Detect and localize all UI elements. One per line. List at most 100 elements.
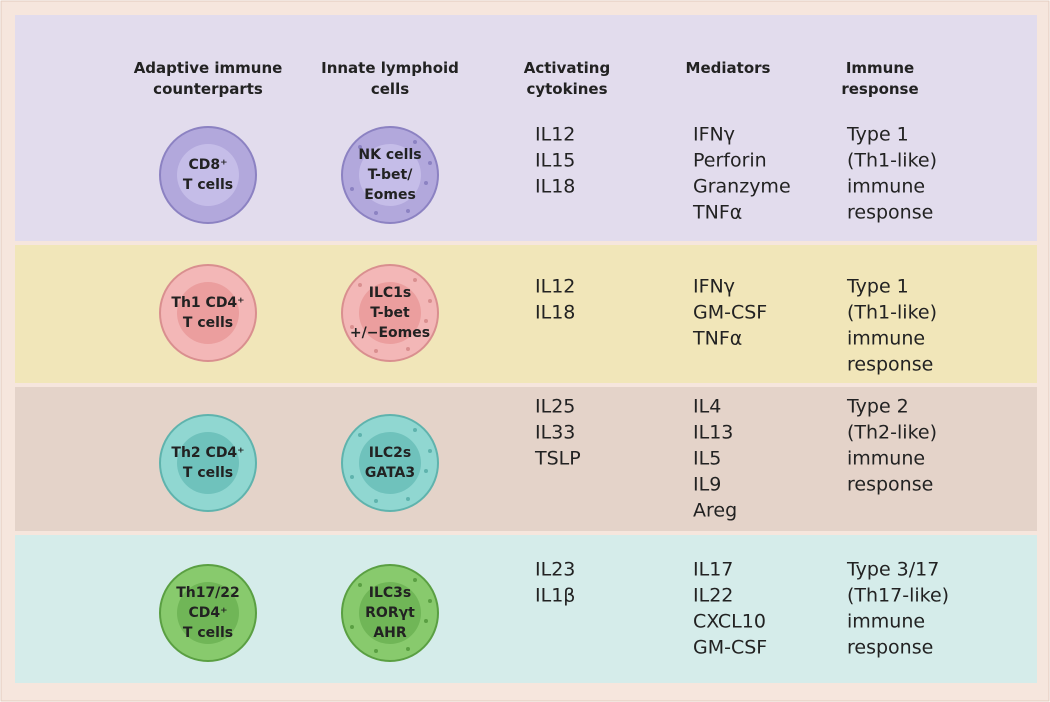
- mediators-item: Areg: [693, 500, 737, 522]
- granule: [424, 619, 428, 623]
- cell-label: RORγt: [365, 605, 415, 621]
- response-item: response: [847, 354, 933, 376]
- granule: [350, 475, 354, 479]
- cell-label: CD4⁺: [188, 605, 227, 621]
- cell-label: T cells: [183, 177, 233, 193]
- cell-nucleus: [177, 282, 239, 344]
- column-header: response: [841, 80, 918, 98]
- cell-nucleus: [177, 582, 239, 644]
- response-item: response: [847, 474, 933, 496]
- mediators-item: IL4: [693, 396, 721, 418]
- granule: [358, 583, 362, 587]
- granule: [350, 187, 354, 191]
- cell-label: Th17/22: [176, 585, 240, 601]
- column-header: counterparts: [153, 80, 263, 98]
- cell-label: ILC1s: [369, 285, 411, 301]
- cell-nucleus: [359, 144, 421, 206]
- mediators-item: GM-CSF: [693, 637, 767, 659]
- response-item: immune: [847, 448, 925, 470]
- granule: [358, 145, 362, 149]
- granule: [428, 161, 432, 165]
- granule: [428, 299, 432, 303]
- mediators-item: IL22: [693, 585, 733, 607]
- cell-label: Th1 CD4⁺: [171, 295, 244, 311]
- granule: [428, 599, 432, 603]
- cytokines-item: IL18: [535, 176, 575, 198]
- response-item: immune: [847, 328, 925, 350]
- granule: [424, 319, 428, 323]
- granule: [413, 428, 417, 432]
- granule: [424, 469, 428, 473]
- granule: [413, 578, 417, 582]
- granule: [374, 649, 378, 653]
- mediators-item: TNFα: [692, 328, 742, 350]
- cytokines-item: IL25: [535, 396, 575, 418]
- mediators-item: GM-CSF: [693, 302, 767, 324]
- cytokines-item: IL1β: [535, 585, 575, 607]
- cell-label: ILC3s: [369, 585, 411, 601]
- response-item: Type 1: [846, 124, 909, 146]
- granule: [358, 433, 362, 437]
- cell-label: Th2 CD4⁺: [171, 445, 244, 461]
- mediators-item: Granzyme: [693, 176, 791, 198]
- granule: [358, 283, 362, 287]
- response-item: Type 2: [846, 396, 909, 418]
- cell-label: T-bet/: [368, 167, 414, 183]
- response-item: (Th1-like): [847, 150, 937, 172]
- cell-label: T-bet: [370, 305, 410, 321]
- granule: [413, 140, 417, 144]
- response-item: immune: [847, 611, 925, 633]
- response-item: (Th2-like): [847, 422, 937, 444]
- column-header: Adaptive immune: [134, 59, 283, 77]
- cell-label: ILC2s: [369, 445, 411, 461]
- mediators-item: IL5: [693, 448, 721, 470]
- mediators-item: Perforin: [693, 150, 767, 172]
- mediators-item: CXCL10: [693, 611, 766, 633]
- cell-nucleus: [359, 432, 421, 494]
- cytokines-item: IL18: [535, 302, 575, 324]
- mediators-item: IL13: [693, 422, 733, 444]
- granule: [374, 349, 378, 353]
- column-header: cytokines: [526, 80, 607, 98]
- granule: [413, 278, 417, 282]
- response-item: Type 3/17: [846, 559, 939, 581]
- response-item: (Th17-like): [847, 585, 949, 607]
- granule: [406, 497, 410, 501]
- mediators-item: IL17: [693, 559, 733, 581]
- granule: [424, 181, 428, 185]
- granule: [374, 499, 378, 503]
- cell-label: CD8⁺: [188, 157, 227, 173]
- cell-label: T cells: [183, 465, 233, 481]
- column-header: Mediators: [686, 59, 771, 77]
- cell-label: GATA3: [365, 465, 415, 481]
- column-header: Immune: [846, 59, 914, 77]
- cell-label: AHR: [373, 625, 407, 641]
- mediators-item: IFNγ: [693, 124, 735, 146]
- column-header: cells: [371, 80, 409, 98]
- granule: [406, 209, 410, 213]
- granule: [428, 449, 432, 453]
- cytokines-item: TSLP: [534, 448, 581, 470]
- response-item: response: [847, 637, 933, 659]
- response-item: response: [847, 202, 933, 224]
- cell-label: NK cells: [358, 147, 421, 163]
- cell-label: +/−Eomes: [350, 325, 430, 341]
- cell-nucleus: [359, 282, 421, 344]
- cytokines-item: IL33: [535, 422, 575, 444]
- granule: [406, 647, 410, 651]
- granule: [406, 347, 410, 351]
- response-item: Type 1: [846, 276, 909, 298]
- granule: [350, 625, 354, 629]
- cell-label: T cells: [183, 315, 233, 331]
- cytokines-item: IL15: [535, 150, 575, 172]
- column-header: Innate lymphoid: [321, 59, 459, 77]
- mediators-item: IL9: [693, 474, 721, 496]
- cell-nucleus: [359, 582, 421, 644]
- mediators-item: TNFα: [692, 202, 742, 224]
- cell-nucleus: [177, 144, 239, 206]
- mediators-item: IFNγ: [693, 276, 735, 298]
- cytokines-item: IL23: [535, 559, 575, 581]
- cell-label: Eomes: [364, 187, 416, 203]
- response-item: (Th1-like): [847, 302, 937, 324]
